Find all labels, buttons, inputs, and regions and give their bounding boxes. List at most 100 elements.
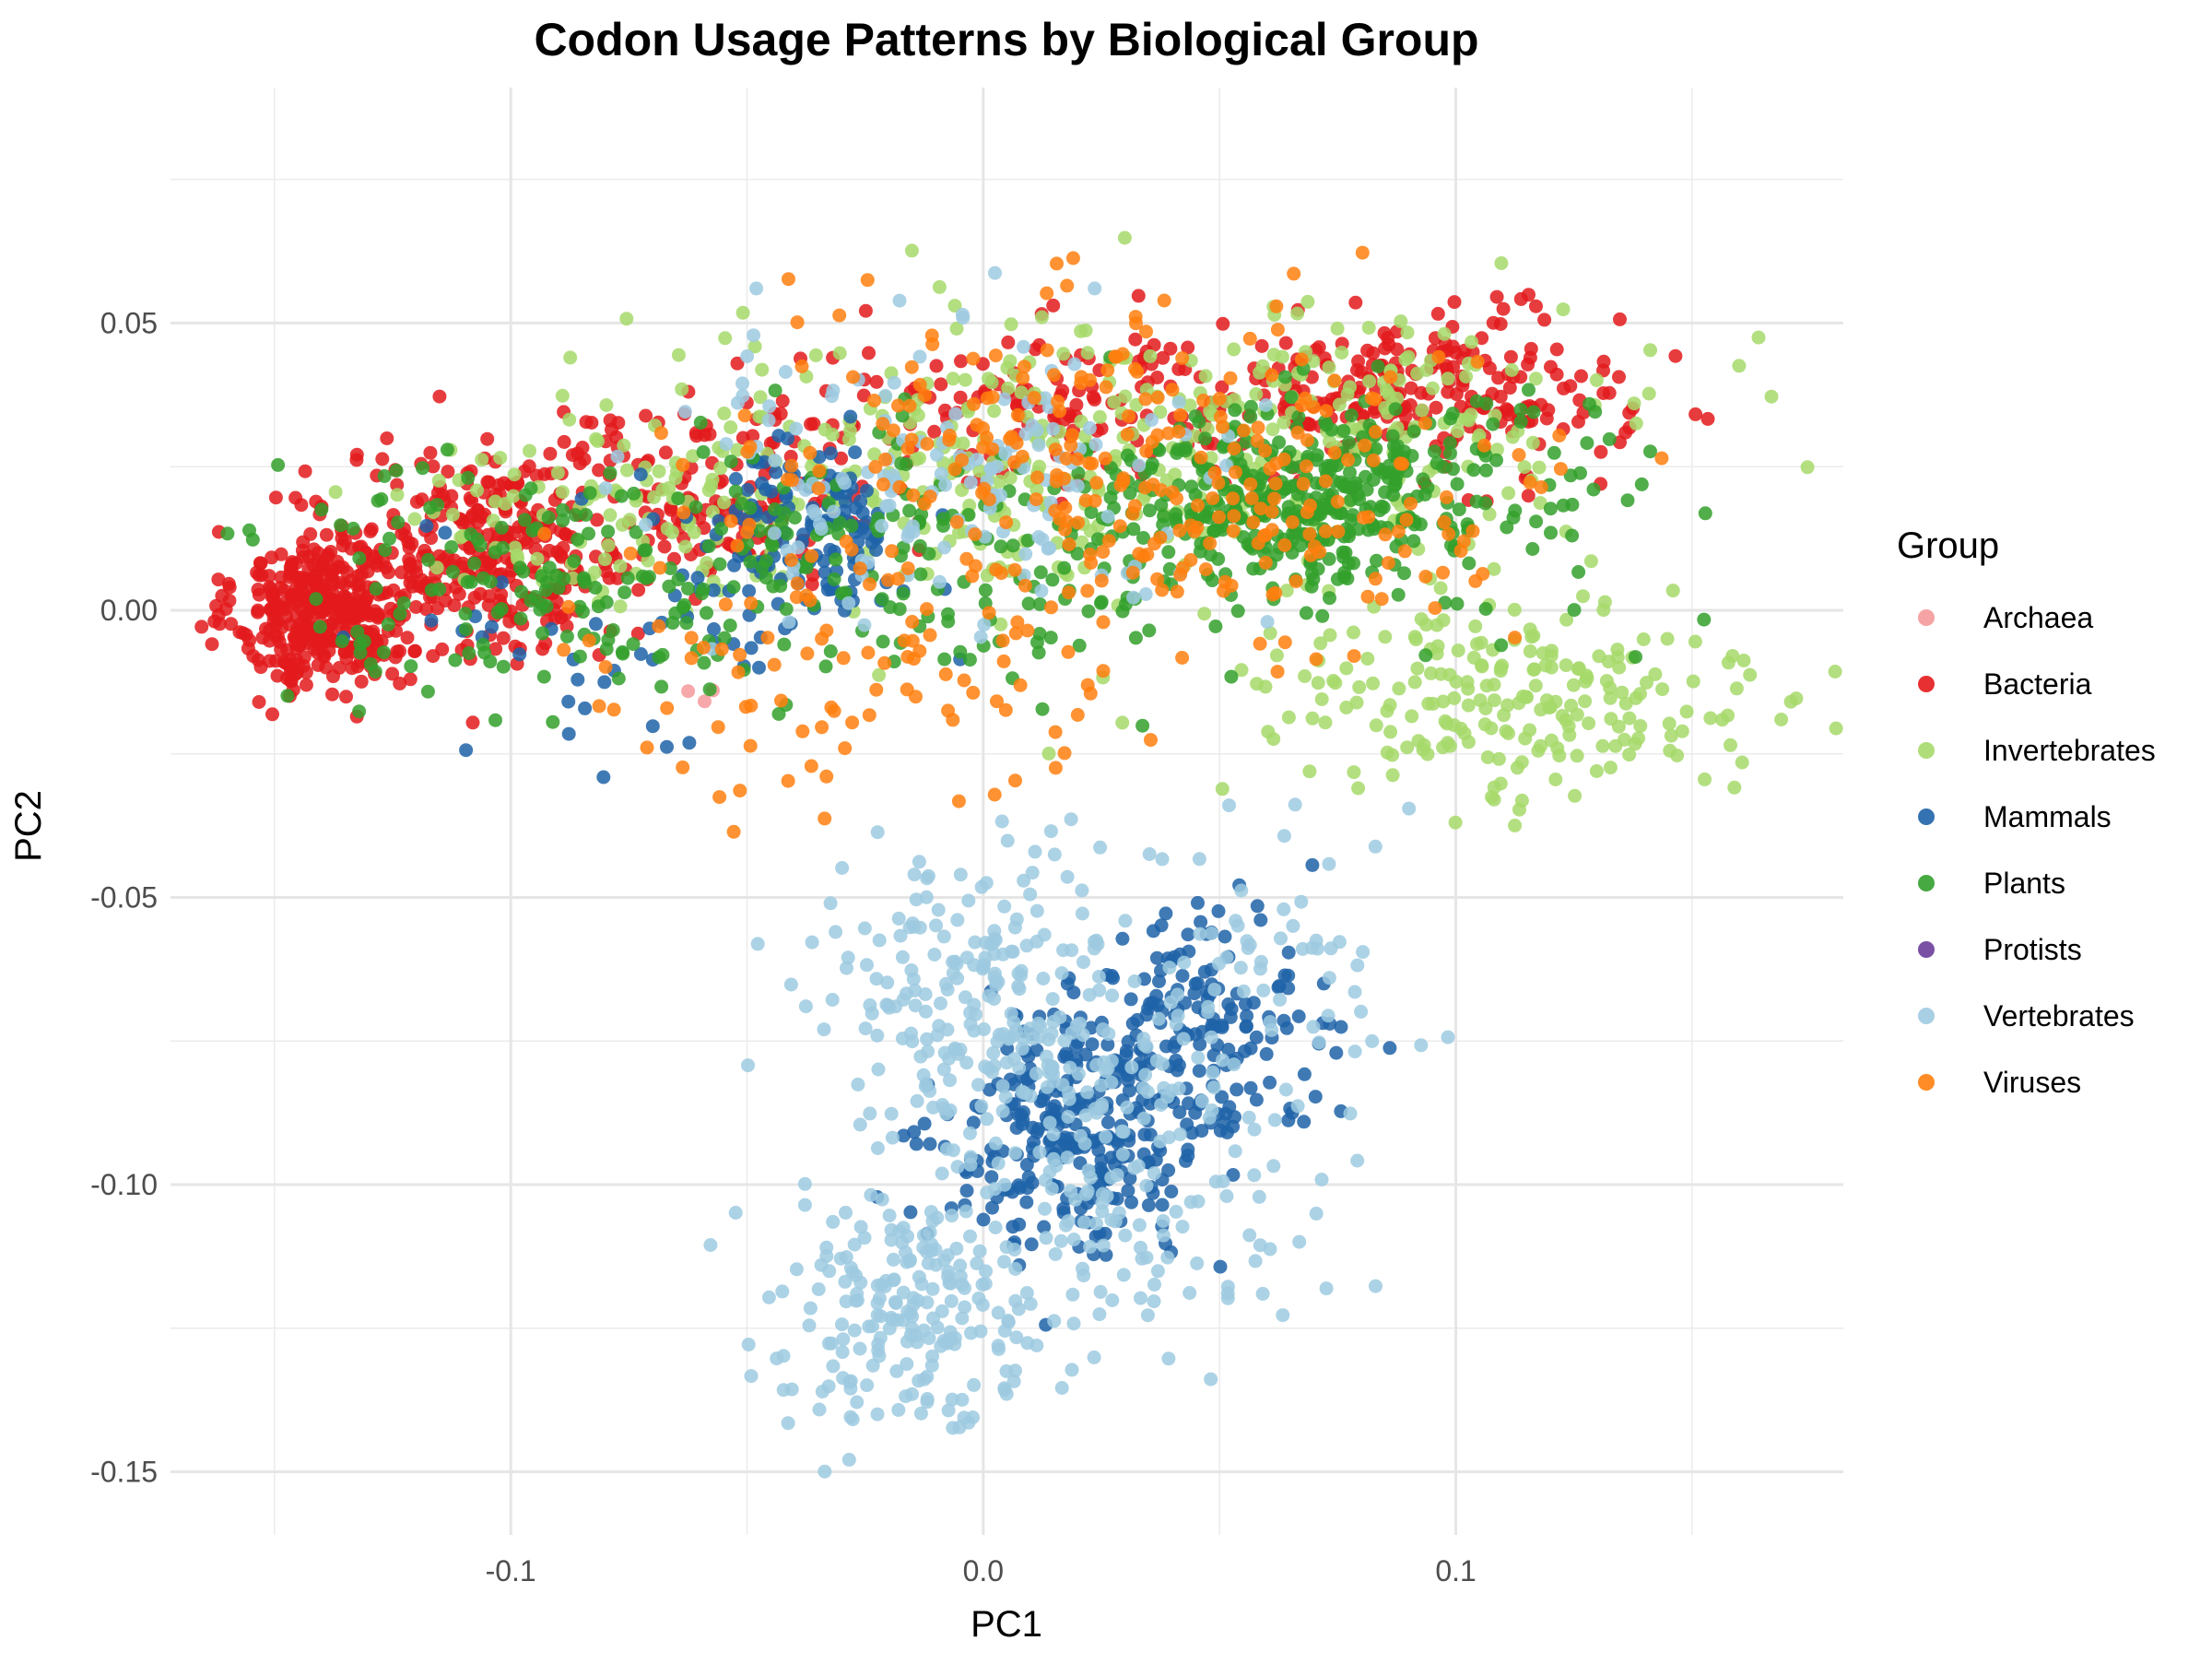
data-point — [818, 811, 832, 826]
data-point — [1314, 1173, 1329, 1186]
data-point — [1368, 839, 1382, 854]
data-point — [705, 472, 720, 487]
data-point — [1081, 604, 1096, 619]
data-point — [565, 448, 580, 463]
data-point — [1449, 675, 1464, 689]
data-point — [912, 349, 927, 364]
data-point — [633, 647, 648, 661]
data-point — [507, 467, 522, 482]
data-point — [1568, 788, 1583, 803]
data-point — [1269, 299, 1284, 313]
data-point — [1077, 955, 1090, 970]
data-point — [853, 1220, 868, 1234]
data-point — [905, 633, 920, 648]
data-point — [1218, 929, 1232, 944]
data-point — [1477, 438, 1491, 453]
data-point — [959, 1184, 974, 1198]
data-point — [1173, 567, 1188, 582]
data-point — [934, 466, 948, 481]
data-point — [885, 1130, 900, 1145]
data-point — [407, 644, 422, 659]
data-point — [288, 490, 303, 505]
data-point — [826, 384, 841, 398]
y-tick-label: 0.00 — [100, 594, 158, 627]
data-point — [682, 736, 697, 750]
data-point — [876, 634, 890, 649]
data-point — [950, 913, 965, 927]
data-point — [1247, 1122, 1262, 1137]
data-point — [1147, 1294, 1161, 1309]
data-point — [919, 1004, 933, 1019]
data-point — [1315, 608, 1330, 623]
data-point — [220, 526, 235, 541]
legend-label-plants: Plants — [1983, 867, 2065, 900]
data-point — [979, 876, 994, 891]
data-point — [1136, 1147, 1151, 1162]
data-point — [934, 996, 947, 1010]
data-point — [1015, 1084, 1030, 1099]
data-point — [1360, 589, 1375, 604]
data-point — [1194, 915, 1208, 929]
data-point — [832, 515, 847, 530]
data-point — [1514, 793, 1529, 808]
data-point — [1268, 477, 1283, 491]
data-point — [744, 596, 759, 610]
data-point — [1278, 1082, 1293, 1097]
data-point — [841, 950, 855, 965]
data-point — [890, 572, 905, 586]
data-point — [1349, 695, 1364, 710]
data-point — [1155, 852, 1170, 867]
data-point — [1071, 466, 1086, 480]
data-point — [802, 1318, 817, 1333]
data-point — [1092, 983, 1107, 997]
data-point — [1407, 675, 1422, 690]
data-point — [1507, 602, 1522, 617]
y-axis-title: PC2 — [8, 790, 49, 862]
data-point — [1091, 970, 1106, 984]
data-point — [851, 1077, 865, 1092]
data-point — [1292, 1234, 1307, 1249]
data-point — [1703, 711, 1718, 726]
data-point — [910, 1093, 924, 1108]
data-point — [719, 437, 734, 452]
data-point — [823, 446, 838, 461]
data-point — [381, 617, 395, 631]
data-point — [1181, 927, 1195, 942]
data-point — [959, 1204, 973, 1219]
data-point — [848, 445, 863, 460]
data-point — [522, 459, 536, 474]
data-point — [1428, 601, 1442, 616]
data-point — [1783, 694, 1798, 709]
data-point — [1528, 679, 1543, 693]
data-point — [1150, 390, 1165, 405]
data-point — [1115, 1147, 1130, 1162]
data-point — [985, 1200, 999, 1215]
data-point — [1215, 1018, 1230, 1033]
data-point — [1059, 1046, 1074, 1061]
data-point — [535, 597, 549, 612]
data-point — [861, 645, 876, 660]
data-point — [459, 743, 474, 758]
data-point — [1113, 478, 1128, 492]
data-point — [907, 867, 922, 882]
data-point — [1216, 1053, 1230, 1068]
data-point — [1470, 354, 1485, 369]
data-point — [903, 1328, 918, 1342]
data-point — [1115, 931, 1130, 946]
data-point — [967, 1377, 982, 1392]
data-point — [1155, 1198, 1170, 1212]
data-point — [1469, 494, 1484, 509]
data-point — [891, 1402, 906, 1417]
data-point — [937, 1045, 952, 1060]
data-point — [1615, 685, 1630, 700]
data-point — [982, 1061, 996, 1076]
data-point — [426, 459, 441, 474]
data-point — [1142, 503, 1157, 518]
data-point — [599, 595, 614, 609]
data-point — [1118, 1228, 1133, 1243]
data-point — [838, 494, 853, 509]
data-point — [688, 426, 703, 441]
data-point — [1356, 408, 1371, 423]
data-point — [1401, 349, 1416, 364]
data-point — [1227, 442, 1241, 456]
